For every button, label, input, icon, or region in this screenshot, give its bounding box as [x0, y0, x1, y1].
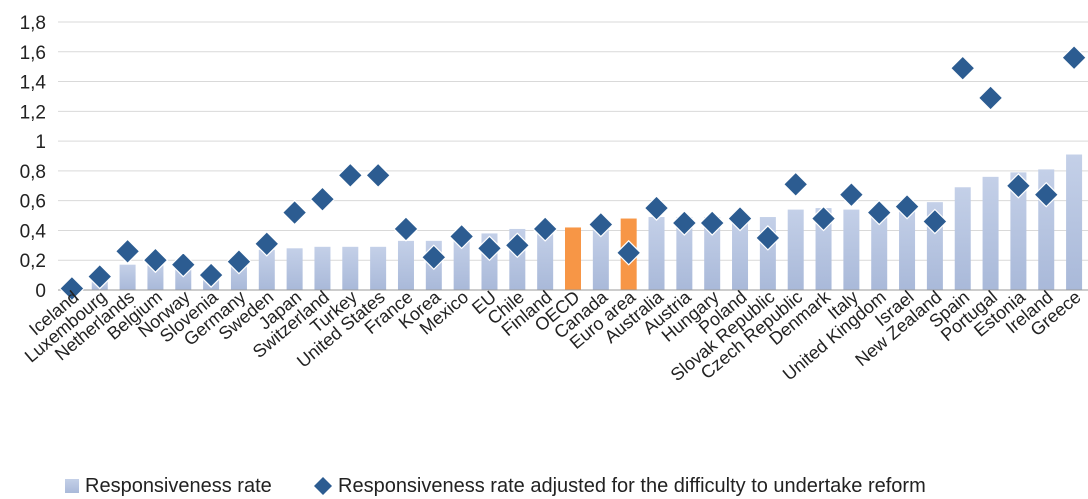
y-tick-label: 0 — [35, 281, 46, 302]
marker-ireland — [1033, 181, 1060, 208]
marker-finland — [532, 216, 559, 242]
marker-portugal — [977, 85, 1004, 111]
marker-israel — [894, 193, 920, 220]
marker-euro-area — [615, 239, 642, 266]
legend-marker-label: Responsiveness rate adjusted for the dif… — [338, 475, 926, 497]
marker-spain — [949, 55, 976, 82]
marker-chile — [504, 232, 531, 259]
bar-finland — [537, 228, 554, 290]
bar-portugal — [982, 176, 999, 290]
bar-estonia — [1010, 172, 1027, 290]
marker-korea — [420, 244, 447, 271]
bar-turkey — [342, 246, 359, 290]
bar-france — [397, 240, 414, 290]
marker-denmark — [810, 205, 837, 232]
bar-united-kingdom — [871, 208, 888, 290]
marker-estonia — [1005, 172, 1032, 199]
y-tick-label: 0,4 — [20, 221, 47, 242]
marker-germany — [226, 248, 252, 275]
y-tick-label: 1,8 — [20, 13, 46, 34]
marker-netherlands — [114, 238, 141, 265]
y-tick-label: 1 — [35, 132, 46, 153]
legend-item-bar: Responsiveness rate — [65, 475, 272, 497]
y-tick-label: 1,6 — [20, 43, 46, 64]
marker-czech-republic — [782, 171, 809, 198]
bar-united-states — [370, 246, 387, 290]
marker-iceland — [59, 275, 85, 302]
marker-slovak-republic — [755, 225, 781, 251]
bar-canada — [592, 225, 609, 290]
marker-united-states — [365, 162, 391, 189]
legend-bar-label: Responsiveness rate — [85, 475, 272, 497]
marker-series — [59, 44, 1087, 302]
marker-greece — [1061, 44, 1087, 71]
bar-czech-republic — [787, 209, 804, 290]
marker-sweden — [253, 230, 280, 257]
y-tick-label: 0,2 — [20, 251, 46, 272]
bar-italy — [843, 209, 860, 290]
bar-switzerland — [314, 246, 331, 290]
bar-spain — [954, 187, 971, 290]
legend: Responsiveness rate Responsiveness rate … — [65, 475, 926, 497]
marker-france — [393, 216, 419, 242]
x-axis-category-labels: IcelandLuxembourgNetherlandsBelgiumNorwa… — [21, 286, 1085, 385]
marker-eu — [476, 235, 503, 262]
marker-turkey — [337, 162, 364, 189]
bar-australia — [648, 217, 665, 290]
bar-netherlands — [119, 264, 136, 290]
marker-austria — [671, 210, 698, 236]
marker-italy — [838, 181, 865, 208]
marker-switzerland — [309, 186, 336, 213]
marker-mexico — [448, 223, 475, 250]
marker-australia — [643, 195, 670, 221]
y-tick-label: 1,2 — [20, 102, 46, 123]
bar-oecd — [565, 227, 581, 290]
marker-japan — [281, 199, 308, 226]
marker-hungary — [699, 210, 726, 236]
bar-series — [91, 154, 1083, 290]
marker-new-zealand — [922, 208, 948, 235]
y-tick-label: 0,6 — [20, 192, 46, 213]
bar-poland — [732, 217, 749, 290]
marker-norway — [170, 251, 197, 278]
y-tick-label: 0,8 — [20, 162, 46, 183]
gridlines — [58, 21, 1088, 261]
marker-belgium — [142, 247, 169, 274]
marker-poland — [727, 205, 753, 232]
bar-sweden — [258, 249, 275, 290]
bar-hungary — [704, 217, 721, 290]
bar-denmark — [815, 208, 832, 290]
bar-greece — [1066, 154, 1083, 290]
y-axis-ticks: 0 0,2 0,4 0,6 0,8 1 1,2 1,4 1,6 1,8 — [20, 13, 47, 302]
bar-israel — [899, 203, 916, 290]
legend-item-marker: Responsiveness rate adjusted for the dif… — [314, 475, 926, 497]
marker-slovenia — [198, 262, 224, 288]
y-tick-label: 1,4 — [20, 73, 47, 94]
legend-bar-swatch — [65, 479, 79, 493]
bar-mexico — [453, 237, 470, 290]
marker-luxembourg — [86, 263, 113, 290]
legend-diamond-swatch — [314, 477, 332, 495]
marker-canada — [587, 211, 614, 238]
marker-united-kingdom — [866, 199, 893, 226]
bar-austria — [676, 217, 693, 290]
bar-japan — [286, 248, 303, 290]
